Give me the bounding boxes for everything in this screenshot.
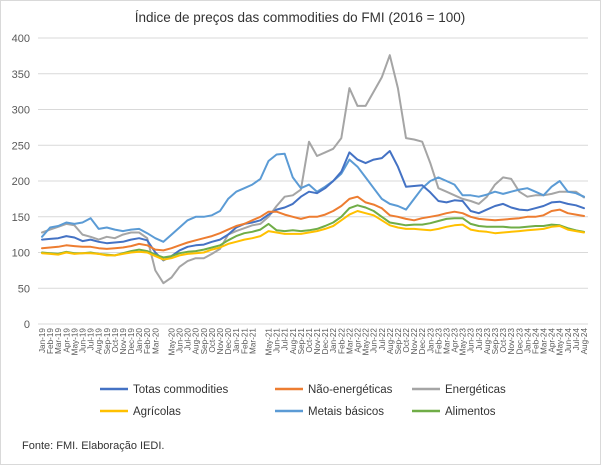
x-tick-label: Oct-19 (111, 328, 120, 353)
x-tick-label: Jun-22 (370, 328, 379, 353)
x-tick-label: Aug-22 (386, 328, 395, 355)
x-tick-label: Feb-24 (531, 328, 540, 354)
x-tick-label: Sep-19 (103, 328, 112, 355)
x-tick-label: Mar-24 (540, 328, 549, 354)
x-tick-label: Apr-23 (451, 328, 460, 353)
x-tick-label: May-19 (70, 328, 79, 356)
x-tick-label: Mar-23 (442, 328, 451, 354)
x-tick-label: Jun-19 (78, 328, 87, 353)
x-tick-label: Nov-20 (216, 328, 225, 355)
x-tick-label: Aug-21 (289, 328, 298, 355)
x-tick-label: Jan-24 (523, 328, 532, 353)
x-tick-label: Oct-23 (499, 328, 508, 353)
x-tick-label: Dec-21 (321, 328, 330, 355)
x-tick-label: Nov-19 (119, 328, 128, 355)
series-line-3 (41, 210, 585, 261)
x-tick-label: Dec-22 (418, 328, 427, 355)
y-tick-label: 300 (12, 105, 30, 117)
x-tick-label: Jul-19 (87, 328, 96, 351)
x-tick-label: Apr-24 (548, 328, 557, 353)
x-tick-label: Jan-20 (135, 328, 144, 353)
legend-label: Energéticas (445, 384, 506, 396)
series-line-0 (41, 150, 585, 262)
x-tick-label: Feb-22 (337, 328, 346, 354)
x-tick-label: Jun-21 (273, 328, 282, 353)
x-tick-label: Jul-21 (281, 328, 290, 351)
y-tick-label: 0 (24, 319, 30, 331)
x-tick-label: Sep-20 (200, 328, 209, 355)
x-tick-label: May-20 (167, 328, 176, 356)
x-tick-label: Nov-22 (410, 328, 419, 355)
x-tick-label: Sep-22 (394, 328, 403, 355)
x-tick-label: Oct-20 (208, 328, 217, 353)
gridlines (38, 37, 588, 325)
legend-label: Metais básicos (308, 406, 384, 418)
x-tick-label: Sep-21 (297, 328, 306, 355)
x-tick-label: May-22 (362, 328, 371, 356)
y-tick-label: 200 (12, 176, 30, 188)
x-axis-ticks: Jan-19 Feb-19 Mar-19 Apr-19 May-19 Jun-19 Jul-… (38, 328, 589, 356)
x-tick-label: Oct-21 (305, 328, 314, 353)
series-line-1 (41, 195, 585, 252)
legend-label: Agrícolas (133, 406, 181, 418)
y-tick-label: 150 (12, 212, 30, 224)
x-tick-label: May-21 (265, 328, 274, 356)
series-lines (41, 54, 585, 285)
x-tick-label: Dec-23 (515, 328, 524, 355)
x-tick-label: May-23 (459, 328, 468, 356)
x-tick-label: Mar-19 (54, 328, 63, 354)
x-tick-label: Nov-21 (313, 328, 322, 355)
chart-title: Índice de preços das commodities do FMI … (135, 10, 466, 25)
x-tick-label: Mar-21 (248, 328, 257, 354)
x-tick-label: Aug-20 (192, 328, 201, 355)
x-tick-label: May-24 (556, 328, 565, 356)
x-tick-label: Feb-20 (143, 328, 152, 354)
x-tick-label: Jun-23 (467, 328, 476, 353)
x-tick-label: Aug-24 (580, 328, 589, 355)
x-tick-label: Jan-22 (329, 328, 338, 353)
x-tick-label: Mar-22 (345, 328, 354, 354)
legend-label: Não-energéticas (308, 384, 393, 396)
legend: Totas commodities Não-energéticas Energéti… (100, 384, 506, 418)
x-tick-label: Jan-19 (38, 328, 47, 353)
x-tick-label: Apr-19 (62, 328, 71, 353)
legend-label: Totas commodities (133, 384, 228, 396)
x-tick-label: Feb-19 (46, 328, 55, 354)
x-tick-label: Feb-21 (240, 328, 249, 354)
x-tick-label: Feb-23 (434, 328, 443, 354)
x-tick-label: Aug-19 (95, 328, 104, 355)
legend-label: Alimentos (445, 406, 496, 418)
y-tick-label: 50 (18, 283, 30, 295)
x-tick-label: Jun-24 (564, 328, 573, 353)
x-tick-label: Jul-23 (475, 328, 484, 351)
x-tick-label: Jul-20 (184, 328, 193, 351)
x-tick-label: Dec-20 (224, 328, 233, 355)
y-tick-label: 100 (12, 248, 30, 260)
x-tick-label: Jul-24 (572, 328, 581, 351)
x-tick-label: Apr-22 (353, 328, 362, 353)
x-tick-label: Jan-21 (232, 328, 241, 353)
x-tick-label: Oct-22 (402, 328, 411, 353)
x-tick-label: Sep-23 (491, 328, 500, 355)
series-line-2 (41, 54, 585, 285)
y-tick-label: 250 (12, 140, 30, 152)
series-line-4 (41, 152, 585, 243)
x-tick-label: Nov-23 (507, 328, 516, 355)
y-tick-label: 350 (12, 69, 30, 81)
x-tick-label: Mar-20 (151, 328, 160, 354)
x-tick-label: Aug-23 (483, 328, 492, 355)
y-axis-ticks: 0 50 100 150 200 250 300 350 400 (12, 33, 30, 331)
series-line-5 (41, 204, 585, 259)
y-tick-label: 400 (12, 33, 30, 45)
x-tick-label: Jul-22 (378, 328, 387, 351)
source-note: Fonte: FMI. Elaboração IEDI. (22, 440, 165, 452)
x-tick-label: Dec-19 (127, 328, 136, 355)
x-tick-label: Jun-20 (176, 328, 185, 353)
x-tick-label: Jan-23 (426, 328, 435, 353)
